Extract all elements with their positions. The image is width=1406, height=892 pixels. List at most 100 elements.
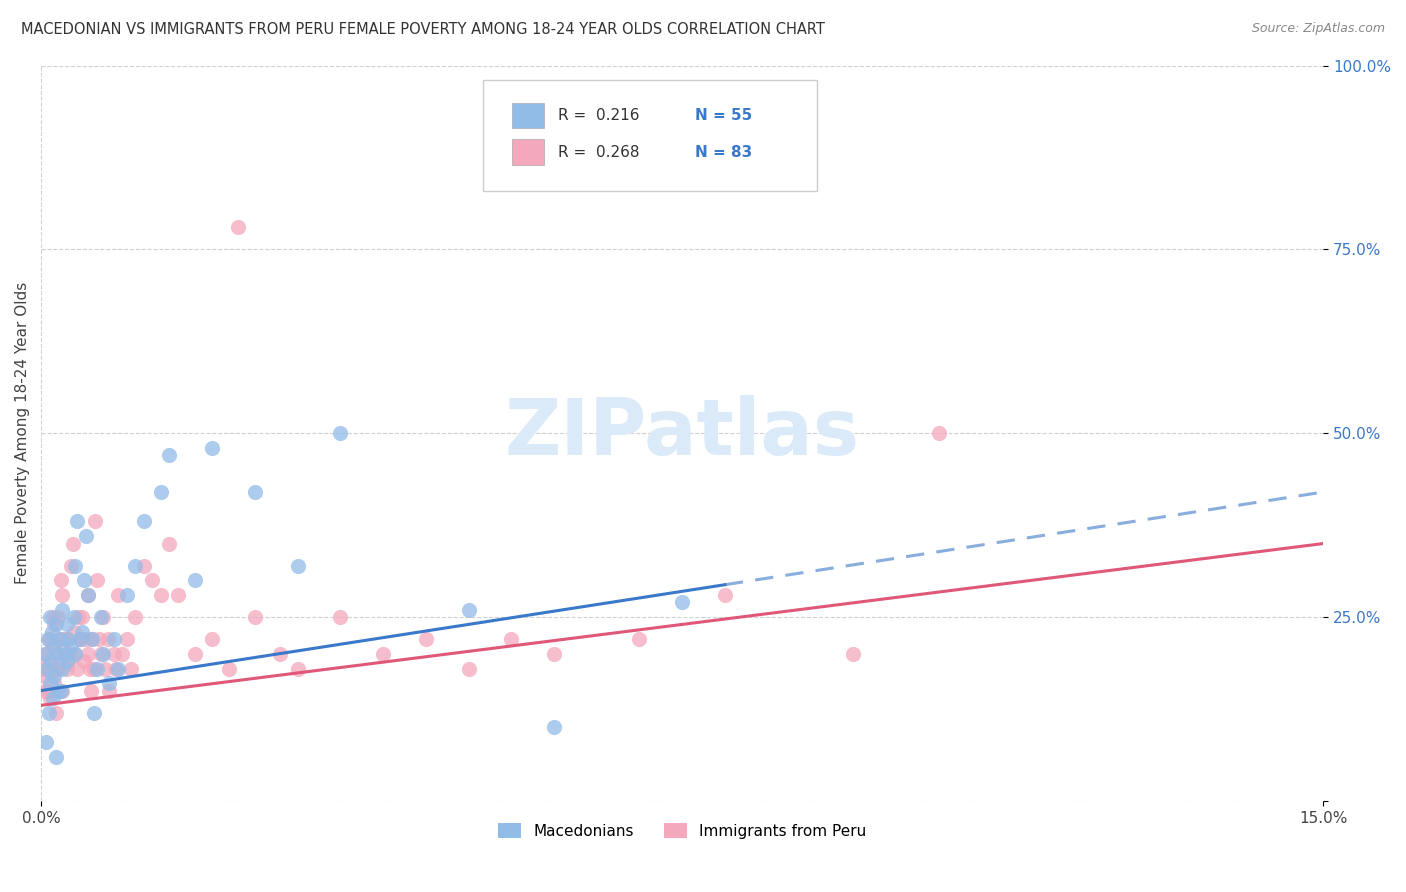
- Point: [60, 558, 83, 573]
- Point: [90, 610, 112, 624]
- Point: [70, 610, 93, 624]
- Point: [53, 632, 76, 647]
- Point: [103, 647, 125, 661]
- Point: [103, 632, 125, 647]
- Point: [53, 647, 76, 661]
- Point: [84, 515, 107, 529]
- Point: [243, 610, 266, 624]
- Point: [62, 610, 84, 624]
- Point: [42, 640, 65, 654]
- Point: [51, 603, 73, 617]
- Point: [51, 661, 73, 675]
- Point: [141, 574, 163, 588]
- Point: [287, 661, 309, 675]
- Point: [65, 647, 87, 661]
- Point: [167, 588, 190, 602]
- Point: [86, 574, 108, 588]
- Point: [65, 558, 87, 573]
- Point: [671, 595, 693, 609]
- Point: [628, 632, 651, 647]
- Point: [45, 661, 67, 675]
- FancyBboxPatch shape: [512, 139, 544, 165]
- Text: ZIPatlas: ZIPatlas: [505, 395, 859, 471]
- Point: [120, 661, 142, 675]
- Point: [42, 617, 65, 632]
- Text: MACEDONIAN VS IMMIGRANTS FROM PERU FEMALE POVERTY AMONG 18-24 YEAR OLDS CORRELAT: MACEDONIAN VS IMMIGRANTS FROM PERU FEMAL…: [21, 22, 825, 37]
- Point: [201, 441, 224, 455]
- Point: [132, 515, 155, 529]
- Point: [287, 558, 309, 573]
- Point: [58, 654, 80, 668]
- Point: [115, 588, 138, 602]
- Point: [457, 661, 479, 675]
- Point: [107, 588, 129, 602]
- Point: [42, 676, 65, 690]
- Point: [55, 654, 77, 668]
- Point: [58, 647, 80, 661]
- Point: [35, 735, 58, 749]
- Point: [38, 632, 60, 647]
- Point: [415, 632, 437, 647]
- Point: [98, 676, 121, 690]
- Point: [38, 676, 60, 690]
- Point: [35, 683, 58, 698]
- Point: [73, 574, 96, 588]
- Point: [501, 632, 523, 647]
- Point: [77, 588, 100, 602]
- Point: [45, 647, 67, 661]
- Point: [75, 632, 97, 647]
- Y-axis label: Female Poverty Among 18-24 Year Olds: Female Poverty Among 18-24 Year Olds: [15, 282, 30, 584]
- Point: [37, 654, 59, 668]
- Point: [371, 647, 394, 661]
- Point: [46, 610, 69, 624]
- Point: [66, 610, 89, 624]
- Point: [842, 647, 865, 661]
- Point: [62, 536, 84, 550]
- Point: [51, 588, 73, 602]
- Point: [184, 647, 207, 661]
- Point: [49, 632, 72, 647]
- Point: [714, 588, 737, 602]
- Point: [38, 706, 60, 720]
- Point: [60, 640, 83, 654]
- Text: R =  0.216: R = 0.216: [558, 108, 640, 123]
- Point: [42, 610, 65, 624]
- Point: [98, 683, 121, 698]
- Point: [243, 485, 266, 500]
- Point: [149, 485, 172, 500]
- Point: [94, 661, 117, 675]
- Point: [77, 588, 100, 602]
- Point: [97, 632, 120, 647]
- Point: [45, 706, 67, 720]
- Point: [77, 647, 100, 661]
- FancyBboxPatch shape: [484, 80, 817, 191]
- Point: [928, 426, 950, 441]
- Point: [69, 632, 91, 647]
- Point: [34, 647, 56, 661]
- Point: [38, 632, 60, 647]
- Point: [37, 632, 59, 647]
- Legend: Macedonians, Immigrants from Peru: Macedonians, Immigrants from Peru: [492, 816, 873, 845]
- Point: [49, 683, 72, 698]
- Point: [91, 647, 114, 661]
- Point: [73, 654, 96, 668]
- Point: [83, 706, 105, 720]
- Point: [58, 632, 80, 647]
- Point: [70, 624, 93, 639]
- Point: [38, 690, 60, 705]
- Point: [32, 661, 55, 675]
- Point: [543, 647, 565, 661]
- Point: [38, 610, 60, 624]
- Point: [34, 683, 56, 698]
- Point: [55, 632, 77, 647]
- Point: [46, 647, 69, 661]
- Point: [91, 610, 114, 624]
- Point: [45, 749, 67, 764]
- Point: [65, 647, 87, 661]
- Point: [218, 661, 240, 675]
- Point: [157, 448, 180, 462]
- Point: [46, 683, 69, 698]
- Point: [79, 661, 101, 675]
- Point: [107, 661, 129, 675]
- Point: [157, 536, 180, 550]
